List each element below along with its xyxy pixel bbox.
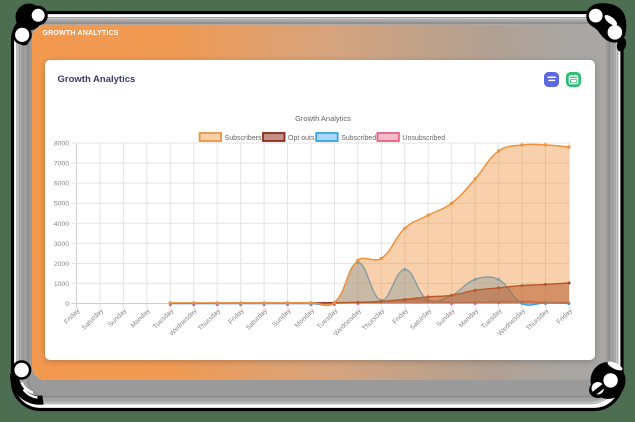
svg-text:Tuesday: Tuesday (316, 307, 340, 331)
svg-text:1000: 1000 (54, 281, 69, 288)
svg-text:3000: 3000 (54, 241, 69, 248)
svg-text:Monday: Monday (458, 307, 480, 329)
svg-text:Monday: Monday (130, 307, 152, 329)
svg-text:Tuesday: Tuesday (480, 307, 504, 331)
svg-text:Friday: Friday (391, 307, 410, 326)
svg-text:Thursday: Thursday (525, 307, 550, 332)
svg-text:Monday: Monday (294, 307, 316, 329)
svg-text:Saturday: Saturday (81, 307, 106, 332)
svg-text:2000: 2000 (54, 261, 69, 268)
svg-text:7000: 7000 (54, 161, 69, 168)
svg-text:6000: 6000 (54, 181, 69, 188)
svg-text:Friday: Friday (227, 307, 246, 326)
svg-text:Friday: Friday (63, 307, 82, 326)
svg-text:Sunday: Sunday (435, 307, 457, 329)
svg-text:Thursday: Thursday (361, 307, 386, 332)
svg-text:Opt outs: Opt outs (288, 135, 315, 142)
svg-text:Saturday: Saturday (409, 307, 434, 332)
svg-text:Unsubscribed: Unsubscribed (402, 135, 445, 142)
svg-text:Subscribers: Subscribers (225, 135, 262, 142)
svg-text:0: 0 (65, 301, 69, 308)
svg-text:Sunday: Sunday (107, 307, 129, 329)
svg-text:Subscribed: Subscribed (341, 135, 376, 142)
svg-text:Thursday: Thursday (197, 307, 222, 332)
svg-text:4000: 4000 (54, 221, 69, 228)
svg-text:Saturday: Saturday (245, 307, 270, 332)
svg-text:Sunday: Sunday (271, 307, 293, 329)
svg-text:Friday: Friday (556, 307, 575, 326)
svg-text:5000: 5000 (54, 201, 69, 208)
svg-text:Growth Analytics: Growth Analytics (295, 114, 351, 123)
svg-text:8000: 8000 (54, 141, 69, 148)
svg-text:Tuesday: Tuesday (152, 307, 176, 331)
